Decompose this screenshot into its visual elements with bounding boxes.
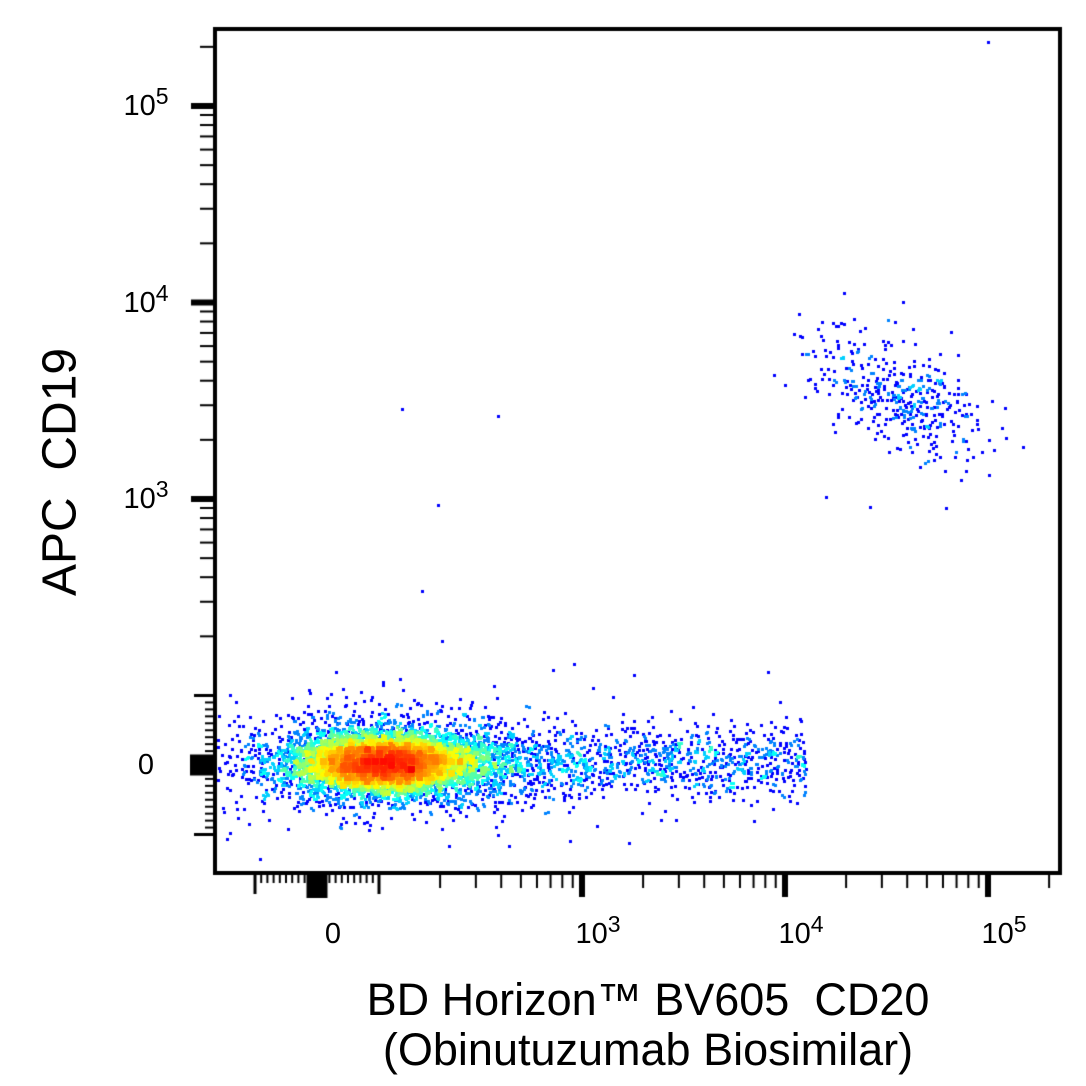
y-axis-title: APC CD19 [33,347,87,597]
x-tick-label-1e4: 104 [778,911,824,951]
x-axis-title-line2: (Obinutuzumab Biosimilar) [382,1024,914,1075]
y-tick-label-1e5: 105 [123,83,169,123]
x-tick-label-1e3: 103 [575,911,621,951]
x-tick-label-1e5: 105 [981,911,1027,951]
x-axis-title-line1: BD Horizon™ BV605 CD20 [366,974,930,1025]
y-tick-label-1e4: 104 [123,279,169,319]
y-tick-label-1e3: 103 [123,476,169,516]
y-tick-label-zero: 0 [137,749,155,781]
x-tick-label-zero: 0 [324,918,342,950]
